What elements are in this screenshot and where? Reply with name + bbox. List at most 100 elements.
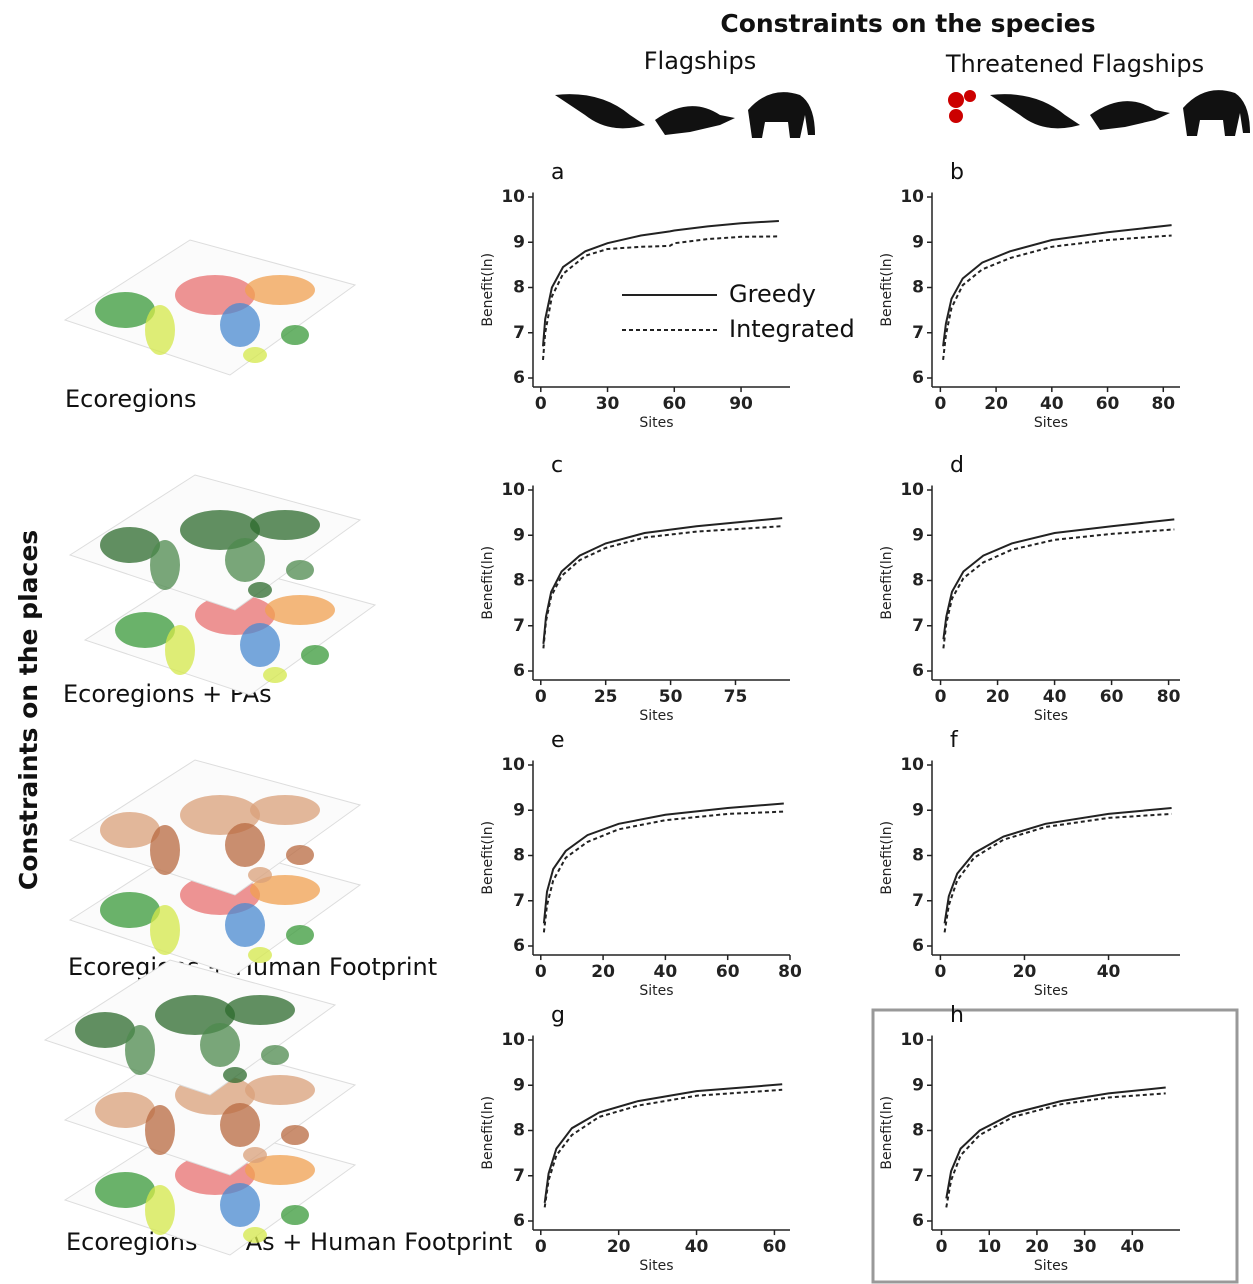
map-blob (150, 825, 180, 875)
y-axis-label: Benefit(ln) (480, 253, 496, 327)
map-blob (150, 905, 180, 955)
x-axis-label: Sites (639, 1258, 673, 1274)
map-blob (220, 303, 260, 347)
x-axis-label: Sites (1034, 983, 1068, 999)
y-tick-label: 6 (912, 1211, 924, 1231)
x-tick-label: 0 (535, 687, 547, 707)
map-blob (245, 275, 315, 305)
x-tick-label: 20 (591, 962, 615, 982)
map-blob (243, 1147, 267, 1163)
map-blob (240, 623, 280, 667)
map-blob (281, 1125, 309, 1145)
line-series (943, 807, 1172, 924)
x-tick-label: 60 (662, 394, 686, 414)
legend-label: Integrated (729, 315, 855, 343)
x-axis-label: Sites (639, 983, 673, 999)
x-tick-label: 40 (685, 1237, 709, 1257)
x-tick-label: 0 (934, 394, 946, 414)
x-tick-label: 0 (935, 687, 947, 707)
y-tick-label: 9 (513, 1075, 525, 1095)
line-series (542, 810, 784, 933)
map-blob (100, 812, 160, 848)
y-tick-label: 10 (501, 187, 525, 207)
map-blob (248, 947, 272, 963)
map-blob (145, 1105, 175, 1155)
map-blob (145, 305, 175, 355)
y-tick-label: 6 (513, 1211, 525, 1231)
y-tick-label: 7 (513, 891, 525, 911)
x-tick-label: 80 (1157, 687, 1181, 707)
map-blob (250, 875, 320, 905)
y-tick-label: 8 (912, 1121, 924, 1141)
y-tick-label: 8 (513, 846, 525, 866)
map-blob (243, 1227, 267, 1243)
map-blob (225, 995, 295, 1025)
y-tick-label: 9 (912, 232, 924, 252)
map-blob (100, 527, 160, 563)
map-blob (248, 582, 272, 598)
legend-label: Greedy (729, 280, 816, 308)
panel-label: h (950, 1003, 964, 1028)
panel-label: g (551, 1003, 565, 1028)
y-tick-label: 10 (501, 1030, 525, 1050)
y-tick-label: 6 (912, 661, 924, 681)
x-tick-label: 90 (729, 394, 753, 414)
map-blob (115, 612, 175, 648)
x-tick-label: 0 (934, 962, 946, 982)
x-tick-label: 20 (984, 394, 1008, 414)
silhouettes (555, 90, 1250, 138)
line-series (943, 812, 1172, 933)
x-tick-label: 30 (1073, 1237, 1097, 1257)
y-tick-label: 8 (513, 278, 525, 298)
y-tick-label: 8 (513, 571, 525, 591)
x-tick-label: 20 (607, 1237, 631, 1257)
y-tick-label: 9 (513, 800, 525, 820)
line-series (945, 1086, 1166, 1199)
map-blob (125, 1025, 155, 1075)
y-tick-label: 8 (912, 571, 924, 591)
line-series (543, 1088, 783, 1208)
map-blob (223, 1067, 247, 1083)
map-blob (301, 645, 329, 665)
y-axis-label: Benefit(ln) (480, 1096, 496, 1170)
x-tick-label: 0 (535, 1237, 547, 1257)
column-title: Flagships (644, 47, 757, 75)
highlight-box (871, 1008, 1239, 1284)
map-blob (286, 925, 314, 945)
y-tick-label: 9 (912, 525, 924, 545)
y-tick-label: 6 (513, 661, 525, 681)
x-tick-label: 25 (594, 687, 618, 707)
line-series (942, 224, 1172, 347)
x-tick-label: 0 (936, 1237, 948, 1257)
x-tick-label: 40 (1040, 394, 1064, 414)
x-tick-label: 60 (763, 1237, 787, 1257)
x-axis-label: Sites (639, 415, 673, 431)
panel-label: b (950, 160, 964, 185)
row-label: Ecoregions + PAs + Human Footprint (66, 1228, 512, 1256)
y-tick-label: 7 (912, 616, 924, 636)
map-blob (286, 845, 314, 865)
x-tick-label: 40 (1097, 962, 1121, 982)
map-blob (281, 1205, 309, 1225)
x-tick-label: 60 (716, 962, 740, 982)
y-tick-label: 7 (513, 1166, 525, 1186)
line-series (542, 220, 779, 347)
map-blob (286, 560, 314, 580)
map-blob (95, 292, 155, 328)
y-tick-label: 9 (513, 232, 525, 252)
panel-label: c (551, 453, 563, 478)
x-axis-label: Sites (639, 708, 673, 724)
y-tick-label: 10 (501, 755, 525, 775)
map-blob (220, 1103, 260, 1147)
y-tick-label: 7 (912, 891, 924, 911)
x-tick-label: 40 (654, 962, 678, 982)
map-blob (265, 595, 335, 625)
places-title: Constraints on the places (14, 530, 43, 890)
y-tick-label: 7 (513, 323, 525, 343)
map-blob (248, 867, 272, 883)
map-blob (245, 1075, 315, 1105)
y-tick-label: 9 (513, 525, 525, 545)
line-series (542, 235, 779, 360)
y-tick-label: 10 (900, 187, 924, 207)
x-tick-label: 0 (535, 962, 547, 982)
